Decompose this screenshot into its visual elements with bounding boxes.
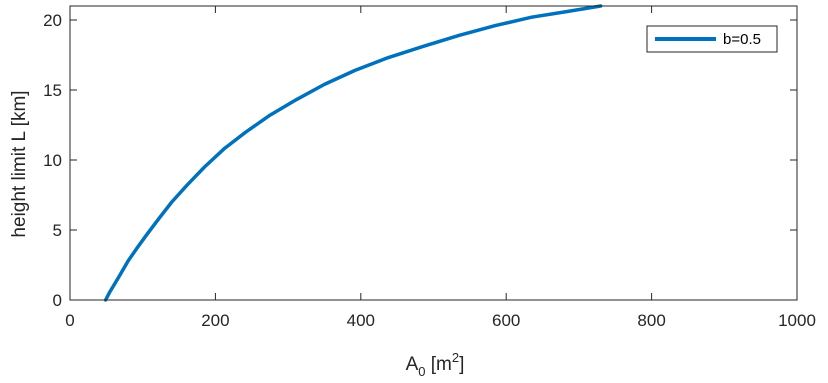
x-axis-label-unit: [m	[426, 354, 452, 375]
series-layer	[103, 4, 603, 302]
legend-label: b=0.5	[723, 31, 761, 48]
y-tick-label: 10	[43, 151, 62, 170]
x-tick-label: 0	[65, 311, 74, 330]
series-line-b-0-5	[103, 4, 603, 302]
y-tick-label: 15	[43, 81, 62, 100]
x-axis-ticks: 0 200 400 600 800 1000	[65, 6, 816, 330]
x-axis-label-superscript: 2	[452, 350, 459, 365]
y-axis-ticks: 0 5 10 15 20	[43, 11, 797, 310]
plot-area-frame	[69, 5, 798, 301]
x-axis-label: A0 [m2]	[406, 350, 465, 379]
x-axis-label-subscript: 0	[418, 364, 425, 379]
x-tick-label: 800	[637, 311, 665, 330]
y-tick-label: 5	[53, 221, 62, 240]
legend: b=0.5	[646, 25, 778, 53]
y-tick-label: 0	[53, 291, 62, 310]
y-tick-label: 20	[43, 11, 62, 30]
x-tick-label: 1000	[778, 311, 816, 330]
y-axis-label: height limit L [km]	[9, 90, 30, 237]
x-axis-label-unit-close: ]	[459, 354, 464, 375]
x-tick-label: 600	[492, 311, 520, 330]
x-tick-label: 400	[347, 311, 375, 330]
x-axis-label-base: A	[406, 354, 419, 375]
x-tick-label: 200	[201, 311, 229, 330]
